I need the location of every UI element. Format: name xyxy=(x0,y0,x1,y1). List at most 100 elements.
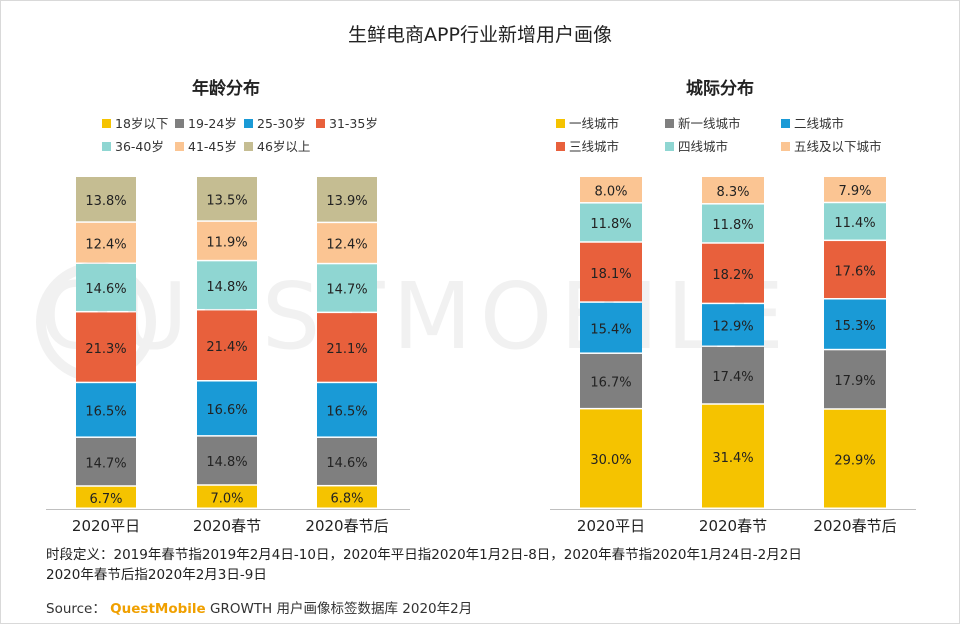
age-legend-swatch xyxy=(316,119,325,128)
age-legend-label: 25-30岁 xyxy=(257,116,306,131)
age-bar-segment xyxy=(76,312,136,382)
age-data-label: 16.5% xyxy=(85,405,126,420)
age-data-label: 14.7% xyxy=(85,456,126,471)
city-bar-segment xyxy=(702,177,764,204)
age-panel-title: 年龄分布 xyxy=(192,79,260,99)
city-category-label: 2020春节 xyxy=(699,517,767,535)
age-data-label: 12.4% xyxy=(85,237,126,252)
city-category-label: 2020平日 xyxy=(577,517,645,535)
city-legend-item: 三线城市 xyxy=(556,136,619,155)
age-category-label: 2020春节后 xyxy=(305,517,388,535)
source-brand: QuestMobile xyxy=(110,601,206,617)
source-line: Source： QuestMobile GROWTH 用户画像标签数据库 202… xyxy=(46,597,472,617)
age-legend-label: 36-40岁 xyxy=(115,139,164,154)
age-bar-segment xyxy=(317,223,377,263)
city-legend-swatch xyxy=(781,119,790,128)
age-bar-segment xyxy=(76,383,136,437)
city-data-label: 11.8% xyxy=(712,218,753,233)
age-legend-item: 18岁以下 xyxy=(102,113,168,132)
city-data-label: 17.9% xyxy=(834,374,875,389)
age-data-label: 12.4% xyxy=(326,238,367,253)
age-stacked-bar-chart: 6.7% 14.7% 16.5% 21.3% 14.6% 12.4% 13.8% 2020平日… xyxy=(46,177,410,535)
age-data-label: 21.4% xyxy=(206,340,247,355)
city-legend-item: 四线城市 xyxy=(665,136,728,155)
city-stacked-bar-chart: 30.0% 16.7% 15.4% 18.1% 11.8% 8.0% 2020平日 31.4%… xyxy=(550,177,916,535)
age-category-label: 2020平日 xyxy=(72,517,140,535)
city-bar-segment xyxy=(702,204,764,243)
age-data-label: 16.5% xyxy=(326,405,367,420)
city-bar-segment xyxy=(824,177,886,202)
age-data-label: 7.0% xyxy=(210,491,243,506)
age-bar-segment xyxy=(197,177,257,221)
city-legend-swatch xyxy=(781,142,790,151)
city-data-label: 12.9% xyxy=(712,320,753,335)
age-legend-item: 46岁以上 xyxy=(244,136,310,155)
age-legend-label: 19-24岁 xyxy=(188,116,237,131)
city-bar-segment xyxy=(580,409,642,508)
city-legend-label: 五线及以下城市 xyxy=(794,139,882,154)
city-bar-segment xyxy=(702,404,764,508)
city-data-label: 18.1% xyxy=(590,267,631,282)
city-data-label: 8.3% xyxy=(716,185,749,200)
city-data-label: 15.4% xyxy=(590,322,631,337)
age-bar-segment xyxy=(317,486,377,508)
age-legend-swatch xyxy=(102,119,111,128)
city-legend-swatch xyxy=(556,142,565,151)
city-data-label: 17.6% xyxy=(834,264,875,279)
age-data-label: 13.5% xyxy=(206,193,247,208)
watermark: QUESTMOBILE xyxy=(40,263,792,370)
city-legend-item: 二线城市 xyxy=(781,113,844,132)
age-data-label: 14.8% xyxy=(206,280,247,295)
age-legend-item: 25-30岁 xyxy=(244,113,306,132)
age-bar-segment xyxy=(197,485,257,508)
city-data-label: 11.8% xyxy=(590,217,631,232)
city-bar-segment xyxy=(824,299,886,349)
period-definition-note: 时段定义：2019年春节指2019年2月4日-10日，2020年平日指2020年… xyxy=(46,547,802,563)
age-bar-segment xyxy=(76,177,136,222)
age-bar-segment xyxy=(197,221,257,260)
city-legend-label: 一线城市 xyxy=(569,116,620,131)
city-data-label: 31.4% xyxy=(712,451,753,466)
age-legend-item: 19-24岁 xyxy=(175,113,237,132)
city-legend-swatch xyxy=(556,119,565,128)
city-bar-segment xyxy=(580,203,642,242)
city-bar-segment xyxy=(702,243,764,303)
age-legend-swatch xyxy=(175,142,184,151)
age-bar-segment xyxy=(76,486,136,508)
city-data-label: 30.0% xyxy=(590,453,631,468)
age-bar-segment xyxy=(197,310,257,381)
city-bar-segment xyxy=(824,409,886,508)
city-legend-item: 一线城市 xyxy=(556,113,619,132)
age-category-label: 2020春节 xyxy=(193,517,261,535)
city-data-label: 7.9% xyxy=(838,184,871,199)
city-data-label: 8.0% xyxy=(594,184,627,199)
city-data-label: 15.3% xyxy=(834,319,875,334)
city-bar-segment xyxy=(580,302,642,353)
city-data-label: 17.4% xyxy=(712,370,753,385)
age-legend-swatch xyxy=(102,142,111,151)
age-bar-segment xyxy=(317,313,377,382)
age-legend-label: 31-35岁 xyxy=(329,116,378,131)
age-bar-segment xyxy=(317,437,377,485)
city-bar-segment xyxy=(580,353,642,408)
city-legend-swatch xyxy=(665,142,674,151)
city-data-label: 16.7% xyxy=(590,376,631,391)
source-text: GROWTH 用户画像标签数据库 2020年2月 xyxy=(209,601,473,617)
city-bar-segment xyxy=(824,241,886,299)
city-data-label: 11.4% xyxy=(834,216,875,231)
age-legend-swatch xyxy=(244,119,253,128)
city-legend-label: 二线城市 xyxy=(794,116,845,131)
age-data-label: 21.3% xyxy=(85,342,126,357)
age-data-label: 6.8% xyxy=(330,492,363,507)
age-legend-swatch xyxy=(175,119,184,128)
age-bar-segment xyxy=(197,436,257,485)
age-data-label: 6.7% xyxy=(89,492,122,507)
city-data-label: 29.9% xyxy=(834,453,875,468)
age-data-label: 14.6% xyxy=(85,282,126,297)
city-data-label: 18.2% xyxy=(712,268,753,283)
age-legend-swatch xyxy=(244,142,253,151)
city-legend-item: 新一线城市 xyxy=(665,113,741,132)
city-bar-segment xyxy=(702,304,764,346)
age-bar-segment xyxy=(317,264,377,312)
city-panel-title: 城际分布 xyxy=(686,79,754,99)
